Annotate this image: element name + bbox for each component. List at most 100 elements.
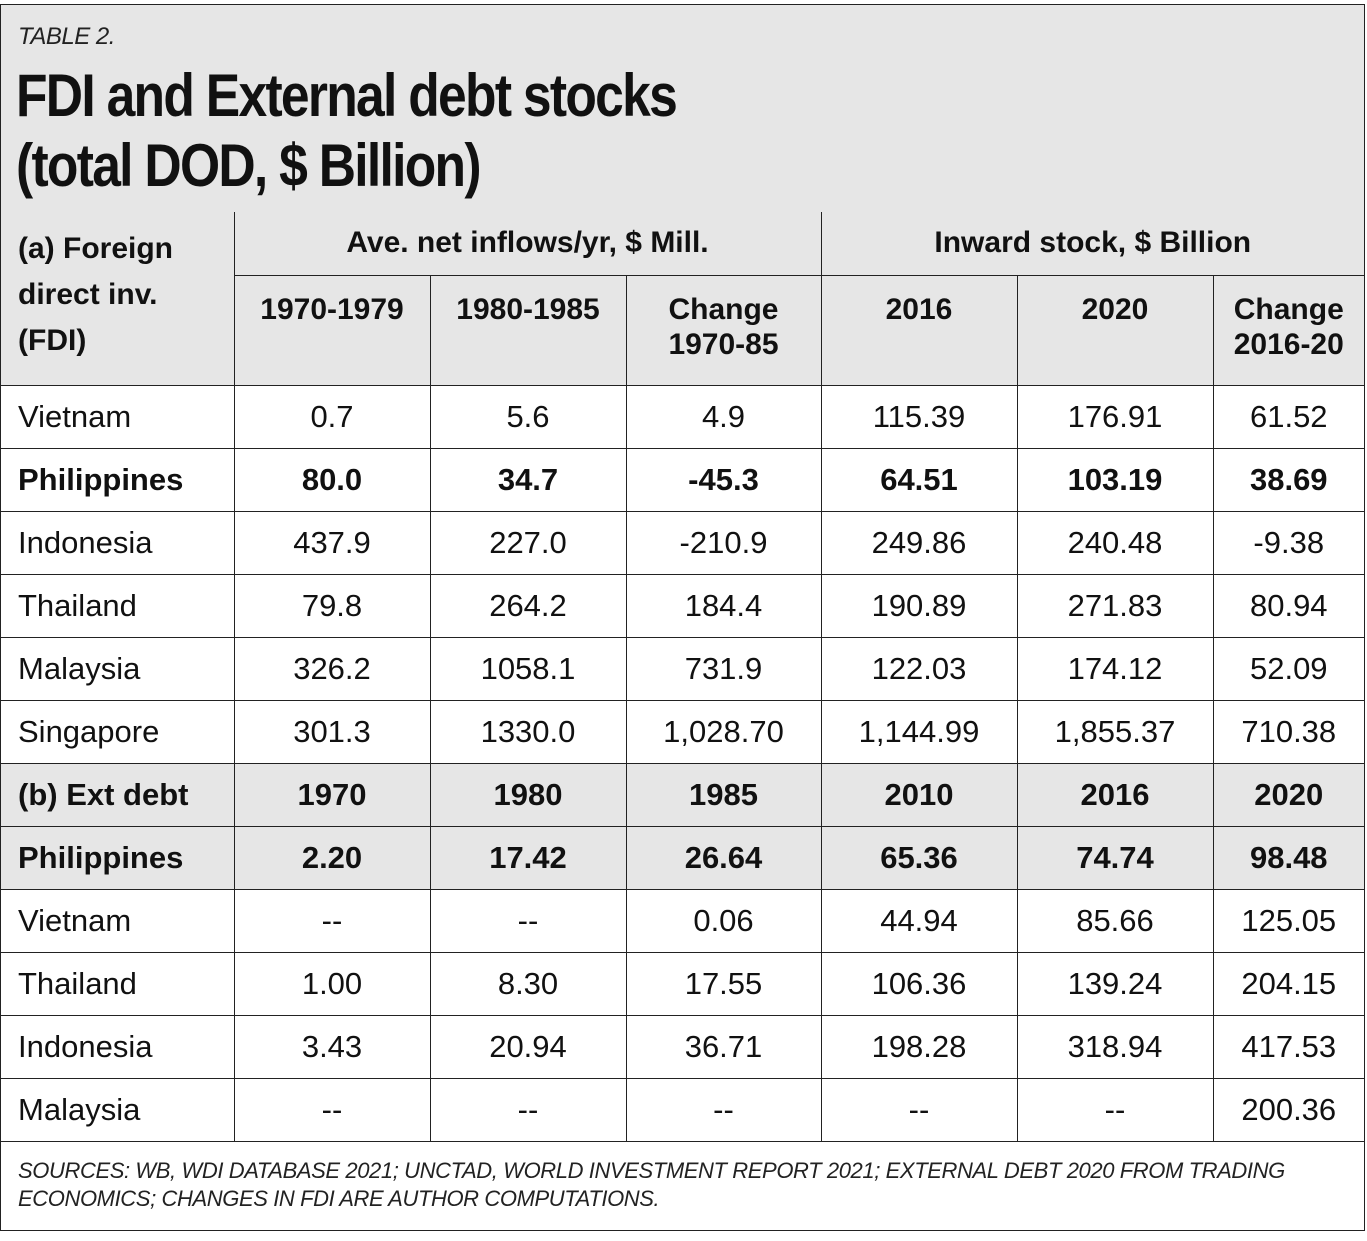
value-cell: 52.09 — [1212, 636, 1365, 701]
title-line-1: FDI and External debt stocks — [16, 62, 678, 129]
value-cell: 190.89 — [820, 573, 1018, 638]
debt-year-header: 1970 — [233, 763, 431, 827]
value-cell: 1,144.99 — [820, 699, 1018, 764]
value-cell: 85.66 — [1016, 888, 1214, 953]
group-header-inflows: Ave. net inflows/yr, $ Mill. — [233, 212, 822, 276]
country-cell: Indonesia — [1, 1014, 235, 1079]
sources-line-2: ECONOMICS; CHANGES IN FDI ARE AUTHOR COM… — [18, 1186, 660, 1211]
table-row: Vietnam 0.7 5.6 4.9 115.39 176.91 61.52 — [1, 385, 1365, 449]
fdi-group-header-row: (a) Foreign direct inv. (FDI) Ave. net i… — [1, 212, 1365, 386]
column-header-text: 2016-20 — [1233, 327, 1344, 361]
value-cell: -- — [429, 888, 627, 953]
value-cell: 176.91 — [1016, 385, 1214, 449]
value-cell: 125.05 — [1212, 888, 1365, 953]
value-cell: -9.38 — [1212, 510, 1365, 575]
value-cell: 227.0 — [429, 510, 627, 575]
table-row: Indonesia 3.43 20.94 36.71 198.28 318.94 417.5… — [1, 1014, 1365, 1079]
value-cell: 64.51 — [820, 447, 1018, 512]
value-cell: 139.24 — [1016, 951, 1214, 1016]
debt-year-header: 2016 — [1016, 763, 1214, 827]
country-cell: Singapore — [1, 699, 235, 764]
value-cell: 122.03 — [820, 636, 1018, 701]
value-cell: 184.4 — [625, 573, 822, 638]
value-cell: -- — [1016, 1077, 1214, 1142]
value-cell: 0.7 — [233, 385, 431, 449]
table-figure: TABLE 2. FDI and External debt stocks (t… — [0, 4, 1365, 1231]
fdi-column-header: 2020 — [1016, 274, 1214, 386]
value-cell: 1,855.37 — [1016, 699, 1214, 764]
table-title: FDI and External debt stocks (total DOD,… — [16, 61, 1134, 201]
value-cell: 1058.1 — [429, 636, 627, 701]
value-cell: 1,028.70 — [625, 699, 822, 764]
sources-line-1: SOURCES: WB, WDI DATABASE 2021; UNCTAD, … — [18, 1158, 1285, 1183]
fdi-rows: Vietnam 0.7 5.6 4.9 115.39 176.91 61.52 Philipp… — [1, 385, 1365, 764]
column-header-text: 1970-85 — [668, 327, 779, 361]
debt-section-label: (b) Ext debt — [1, 763, 235, 827]
column-header-text: Change — [1233, 292, 1344, 326]
value-cell: 249.86 — [820, 510, 1018, 575]
value-cell: 204.15 — [1212, 951, 1365, 1016]
debt-year-header: 2020 — [1212, 763, 1365, 827]
column-header-text: 1970-1979 — [260, 292, 404, 326]
value-cell: 174.12 — [1016, 636, 1214, 701]
country-cell: Thailand — [1, 951, 235, 1016]
value-cell: 8.30 — [429, 951, 627, 1016]
value-cell: 74.74 — [1016, 826, 1214, 890]
fdi-column-header: Change 1970-85 — [625, 274, 822, 386]
value-cell: 61.52 — [1212, 385, 1365, 449]
value-cell: -45.3 — [625, 447, 822, 512]
value-cell: 106.36 — [820, 951, 1018, 1016]
value-cell: 17.42 — [429, 826, 627, 890]
fdi-column-header: 1980-1985 — [429, 274, 627, 386]
value-cell: 200.36 — [1212, 1077, 1365, 1142]
value-cell: -- — [429, 1077, 627, 1142]
value-cell: 103.19 — [1016, 447, 1214, 512]
value-cell: -- — [625, 1077, 822, 1142]
debt-year-header: 1985 — [625, 763, 822, 827]
fdi-label-line-1: (a) Foreign — [18, 232, 173, 265]
value-cell: 326.2 — [233, 636, 431, 701]
group-header-inward-stock: Inward stock, $ Billion — [820, 212, 1365, 276]
value-cell: 271.83 — [1016, 573, 1214, 638]
country-cell: Philippines — [1, 826, 235, 890]
table-row: Thailand 79.8 264.2 184.4 190.89 271.83 80.94 — [1, 573, 1365, 638]
value-cell: 98.48 — [1212, 826, 1365, 890]
fdi-column-header: 2016 — [820, 274, 1018, 386]
debt-header-row: (b) Ext debt 1970 1980 1985 2010 2016 2020 — [1, 763, 1365, 827]
table-row: Malaysia 326.2 1058.1 731.9 122.03 174.12 52.0… — [1, 636, 1365, 701]
fdi-column-header: 1970-1979 — [234, 274, 431, 386]
value-cell: 1330.0 — [429, 699, 627, 764]
debt-year-header: 1980 — [429, 763, 627, 827]
value-cell: -- — [233, 888, 431, 953]
value-cell: 26.64 — [625, 826, 822, 890]
column-header-text: 1980-1985 — [456, 292, 600, 326]
fdi-column-header-row: 1970-1979 1980-1985 Change 1970-85 2016 2020 C… — [1, 274, 1365, 386]
value-cell: 80.0 — [233, 447, 431, 512]
debt-year-header: 2010 — [820, 763, 1018, 827]
country-cell: Vietnam — [1, 888, 235, 953]
value-cell: 2.20 — [233, 826, 431, 890]
table-row: Philippines 80.0 34.7 -45.3 64.51 103.19 38.69 — [1, 447, 1365, 512]
value-cell: 417.53 — [1212, 1014, 1365, 1079]
country-cell: Philippines — [1, 447, 235, 512]
value-cell: 240.48 — [1016, 510, 1214, 575]
value-cell: -- — [820, 1077, 1018, 1142]
value-cell: -210.9 — [625, 510, 822, 575]
country-cell: Thailand — [1, 573, 235, 638]
column-header-text: Change — [668, 292, 779, 326]
value-cell: 34.7 — [429, 447, 627, 512]
value-cell: 318.94 — [1016, 1014, 1214, 1079]
value-cell: 65.36 — [820, 826, 1018, 890]
data-table: (a) Foreign direct inv. (FDI) Ave. net i… — [1, 212, 1365, 1142]
value-cell: 301.3 — [233, 699, 431, 764]
value-cell: 1.00 — [233, 951, 431, 1016]
table-row: Malaysia -- -- -- -- -- 200.36 — [1, 1077, 1365, 1142]
value-cell: 5.6 — [429, 385, 627, 449]
fdi-section-label: (a) Foreign direct inv. (FDI) — [1, 212, 235, 386]
value-cell: 115.39 — [820, 385, 1018, 449]
country-cell: Malaysia — [1, 1077, 235, 1142]
value-cell: 0.06 — [625, 888, 822, 953]
value-cell: 36.71 — [625, 1014, 822, 1079]
value-cell: 79.8 — [233, 573, 431, 638]
fdi-column-header: Change 2016-20 — [1212, 274, 1365, 386]
